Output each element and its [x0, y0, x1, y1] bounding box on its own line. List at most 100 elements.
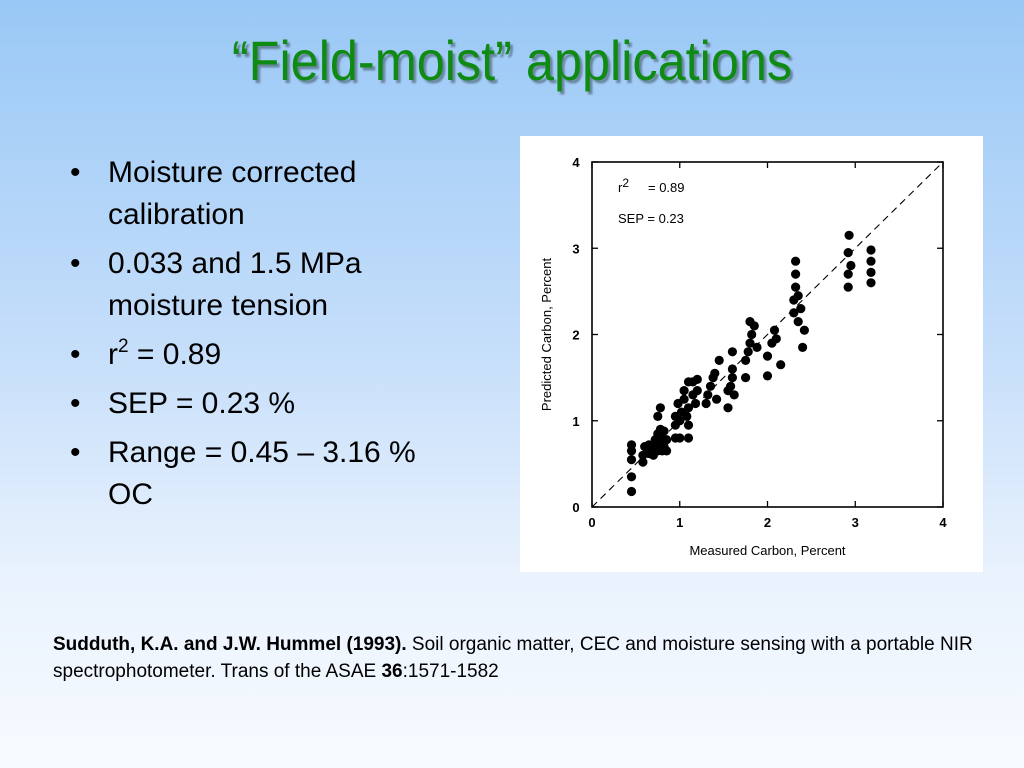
r2-sup: 2	[622, 176, 629, 190]
data-point	[690, 398, 701, 409]
data-point	[866, 278, 876, 288]
data-point	[741, 373, 751, 383]
data-point	[799, 325, 809, 335]
data-points	[626, 230, 876, 497]
x-tick-label: 4	[939, 515, 947, 530]
data-point	[776, 360, 786, 370]
data-point	[793, 317, 803, 327]
data-point	[846, 260, 856, 271]
bullet-item: • 0.033 and 1.5 MPa moisture tension	[70, 243, 490, 327]
citation-title: Soil organic matter, CEC and moisture se…	[53, 634, 973, 682]
data-point	[866, 267, 876, 277]
data-point	[692, 386, 702, 396]
data-point	[796, 304, 806, 314]
data-point	[752, 342, 762, 352]
data-point	[843, 248, 853, 258]
data-point	[749, 321, 759, 331]
bullet-item: • r2 = 0.89	[70, 334, 490, 376]
citation-pages: :1571-1582	[402, 661, 499, 682]
y-tick-label: 4	[572, 155, 580, 170]
data-point	[866, 256, 876, 266]
bullet-text: OC	[108, 478, 153, 511]
y-axis-label: Predicted Carbon, Percent	[539, 258, 554, 412]
one-to-one-line	[591, 161, 944, 508]
data-point	[743, 347, 753, 357]
slide-title: “Field-moist” applications	[231, 29, 793, 92]
chart-svg: Measured Carbon, Percent Predicted Carbo…	[539, 155, 947, 558]
data-point	[747, 329, 757, 340]
data-point	[791, 282, 801, 292]
x-tick-label: 3	[852, 515, 859, 530]
data-point	[791, 256, 801, 266]
r2-annotation: r2	[618, 176, 629, 195]
data-point	[727, 347, 737, 357]
bullet-marker: •	[70, 247, 81, 280]
data-point	[771, 334, 781, 344]
bullet-marker: •	[70, 338, 81, 371]
data-point	[844, 230, 854, 240]
data-point	[843, 269, 853, 279]
data-point	[638, 457, 648, 467]
data-point	[745, 338, 755, 348]
data-point	[791, 269, 801, 279]
bullet-marker: •	[70, 387, 81, 420]
data-point	[726, 381, 736, 391]
data-point	[714, 355, 724, 365]
y-tick-label: 3	[572, 241, 579, 256]
citation-volume: 36	[381, 661, 403, 682]
bullet-item: • Range = 0.45 – 3.16 % OC	[70, 432, 490, 516]
data-point	[727, 364, 737, 374]
x-axis-label: Measured Carbon, Percent	[689, 543, 845, 558]
data-point	[727, 373, 737, 383]
x-tick-label: 1	[676, 515, 683, 530]
data-point	[626, 486, 637, 497]
data-point	[843, 282, 853, 292]
bullet-text: moisture tension	[108, 289, 329, 322]
bullet-text: Moisture corrected	[108, 156, 357, 189]
data-point	[762, 371, 773, 381]
y-tick-label: 1	[572, 414, 579, 429]
data-point	[675, 416, 685, 426]
data-point	[703, 390, 713, 400]
bullet-item: • SEP = 0.23 %	[70, 383, 490, 425]
data-point	[683, 433, 694, 443]
data-point	[679, 386, 689, 396]
data-point	[626, 455, 637, 465]
data-point	[798, 342, 808, 352]
data-point	[741, 355, 751, 365]
citation-authors: Sudduth, K.A. and J.W. Hummel (1993).	[53, 634, 407, 655]
data-point	[675, 433, 685, 443]
data-point	[762, 351, 773, 361]
data-point	[710, 368, 720, 378]
y-tick-label: 0	[572, 500, 579, 515]
data-point	[683, 420, 694, 430]
sep-annotation: SEP = 0.23	[618, 211, 684, 226]
bullet-text: r	[108, 338, 118, 371]
bullet-text: calibration	[108, 198, 245, 231]
bullet-text: SEP = 0.23 %	[108, 387, 296, 420]
data-point	[679, 394, 689, 404]
data-point	[705, 381, 716, 391]
data-point	[692, 374, 702, 384]
data-point	[662, 446, 672, 456]
data-point	[683, 403, 694, 413]
data-point	[789, 308, 799, 318]
bullet-text: = 0.89	[128, 338, 222, 371]
data-point	[793, 291, 803, 301]
data-point	[769, 325, 780, 335]
citation: Sudduth, K.A. and J.W. Hummel (1993). So…	[53, 631, 983, 685]
data-point	[729, 390, 739, 400]
data-point	[659, 426, 669, 436]
data-point	[701, 398, 711, 409]
scatter-chart: Measured Carbon, Percent Predicted Carbo…	[520, 136, 983, 572]
data-point	[626, 440, 637, 450]
bullet-marker: •	[70, 436, 81, 469]
x-tick-label: 2	[764, 515, 771, 530]
r2-value: = 0.89	[648, 180, 685, 195]
r2-r: r	[618, 180, 623, 195]
data-point	[662, 435, 672, 445]
data-point	[626, 472, 637, 482]
data-point	[653, 411, 663, 421]
bullet-item: • Moisture corrected calibration	[70, 152, 490, 236]
bullet-list: • Moisture corrected calibration • 0.033…	[70, 152, 490, 523]
